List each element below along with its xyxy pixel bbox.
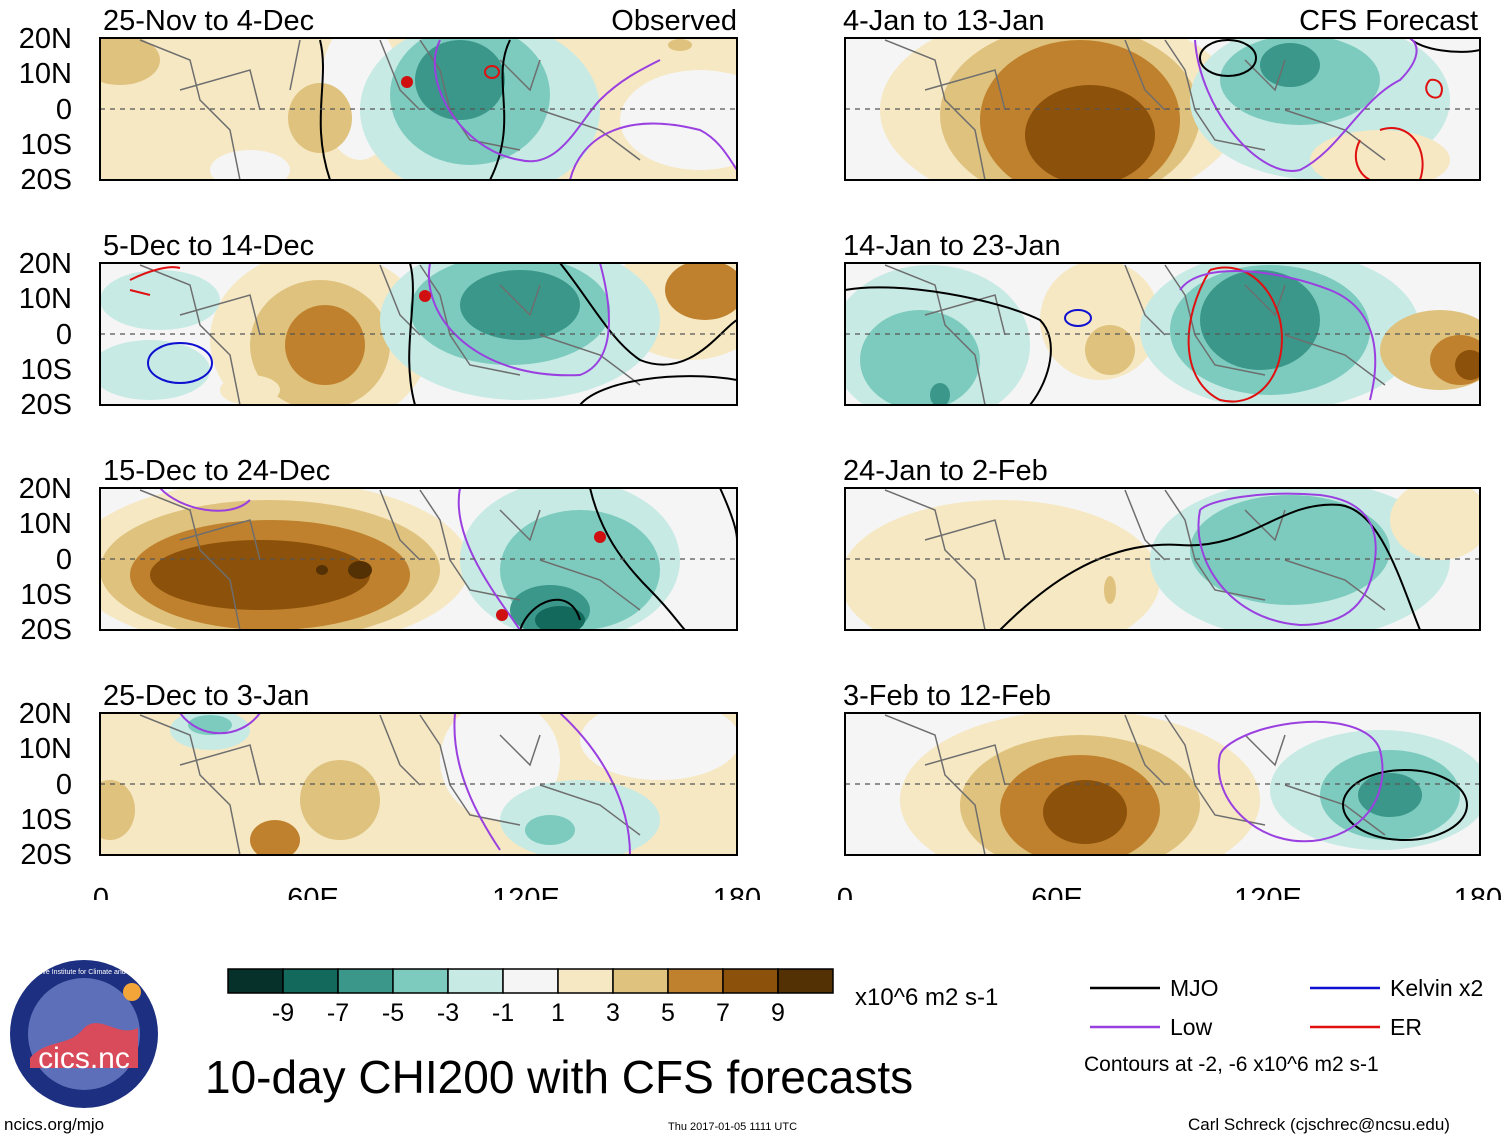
colorbar-swatch (612, 968, 669, 994)
colorbar-label: 9 (771, 999, 785, 1027)
lat-tick: 10N (19, 283, 72, 315)
panel-title-1: 25-Nov to 4-Dec (103, 5, 314, 37)
lat-tick: 10S (20, 579, 72, 611)
colorbar-swatch (722, 968, 779, 994)
lon-tick: 0 (93, 883, 109, 900)
lat-tick: 20S (20, 389, 72, 421)
panel-title-3: 15-Dec to 24-Dec (103, 455, 330, 487)
legend-low-label: Low (1170, 1014, 1213, 1040)
logo-wordmark: cics.nc (38, 1042, 130, 1075)
lon-tick: 0 (837, 883, 853, 900)
panel-observed-1 (99, 37, 738, 181)
lat-tick: 0 (56, 94, 72, 126)
lon-tick: 180 (713, 883, 761, 900)
lat-tick: 20N (19, 698, 72, 730)
footer-author: Carl Schreck (cjschrec@ncsu.edu) (1188, 1115, 1450, 1134)
colorbar-swatch (227, 968, 284, 994)
legend-er-label: ER (1390, 1014, 1422, 1040)
lat-tick: 10S (20, 354, 72, 386)
footer-url[interactable]: ncics.org/mjo (4, 1115, 105, 1134)
colorbar-label: 1 (551, 999, 565, 1027)
panel-observed-3 (99, 487, 738, 631)
lat-tick: 10N (19, 733, 72, 765)
panel-observed-2 (99, 262, 738, 406)
panel-title-5: 4-Jan to 13-Jan (843, 5, 1045, 37)
legend-mjo-label: MJO (1170, 975, 1219, 1001)
colorbar-swatch (447, 968, 504, 994)
map-panels-area: 25-Nov to 4-Dec 5-Dec to 14-Dec 15-Dec t… (19, 5, 1502, 900)
colorbar-swatch (557, 968, 614, 994)
panel-observed-4 (99, 712, 738, 856)
colorbar-label: 7 (716, 999, 730, 1027)
cicsnc-logo: cics.nc Cooperative Institute for Climat… (10, 960, 158, 1108)
lat-tick: 0 (56, 544, 72, 576)
lat-tick: 0 (56, 769, 72, 801)
lat-tick: 20S (20, 839, 72, 871)
lat-tick: 20S (20, 614, 72, 646)
lon-tick: 120E (492, 883, 560, 900)
colorbar-label: 5 (661, 999, 675, 1027)
panel-forecast-4 (844, 712, 1481, 856)
colorbar-swatch (667, 968, 724, 994)
panel-forecast-2 (844, 262, 1481, 406)
colorbar-label: -1 (492, 999, 514, 1027)
lat-tick: 20N (19, 473, 72, 505)
colorbar-swatch (777, 968, 834, 994)
legend-kelvin-label: Kelvin x2 (1390, 975, 1484, 1001)
colorbar-label: -7 (327, 999, 349, 1027)
lon-tick: 180 (1454, 883, 1502, 900)
colorbar: -9 -7 -5 -3 -1 1 3 5 7 9 (227, 968, 834, 1027)
panel-title-4: 25-Dec to 3-Jan (103, 680, 309, 712)
footer-timestamp: Thu 2017-01-05 1111 UTC (668, 1121, 798, 1133)
panel-title-8: 3-Feb to 12-Feb (843, 680, 1051, 712)
colorbar-label: -9 (272, 999, 294, 1027)
lat-tick: 10N (19, 508, 72, 540)
panel-title-7: 24-Jan to 2-Feb (843, 455, 1048, 487)
lon-tick: 120E (1234, 883, 1302, 900)
lat-tick: 10N (19, 58, 72, 90)
colorbar-units: x10^6 m2 s-1 (855, 984, 999, 1011)
contours-note: Contours at -2, -6 x10^6 m2 s-1 (1084, 1053, 1379, 1076)
panel-title-6: 14-Jan to 23-Jan (843, 230, 1061, 262)
colorbar-label: 3 (606, 999, 620, 1027)
colorbar-label: -5 (382, 999, 404, 1027)
panel-title-2: 5-Dec to 14-Dec (103, 230, 314, 262)
panel-forecast-3 (844, 487, 1481, 631)
colorbar-label: -3 (437, 999, 459, 1027)
figure-title: 10-day CHI200 with CFS forecasts (205, 1051, 914, 1103)
lon-tick: 60E (1031, 883, 1083, 900)
lat-tick: 0 (56, 319, 72, 351)
observed-label: Observed (611, 5, 737, 37)
contour-legend-lines (1090, 986, 1380, 1029)
lat-tick: 20N (19, 23, 72, 55)
lat-tick: 10S (20, 804, 72, 836)
panel-forecast-1 (844, 37, 1481, 181)
colorbar-swatch (282, 968, 339, 994)
colorbar-swatch (337, 968, 394, 994)
cfs-forecast-label: CFS Forecast (1299, 5, 1478, 37)
lat-tick: 10S (20, 129, 72, 161)
colorbar-swatch (392, 968, 449, 994)
lat-tick: 20S (20, 164, 72, 196)
logo-ring-text: Cooperative Institute for Climate and Sa… (12, 969, 156, 976)
lat-tick: 20N (19, 248, 72, 280)
colorbar-swatch (502, 968, 559, 994)
lon-tick: 60E (287, 883, 339, 900)
